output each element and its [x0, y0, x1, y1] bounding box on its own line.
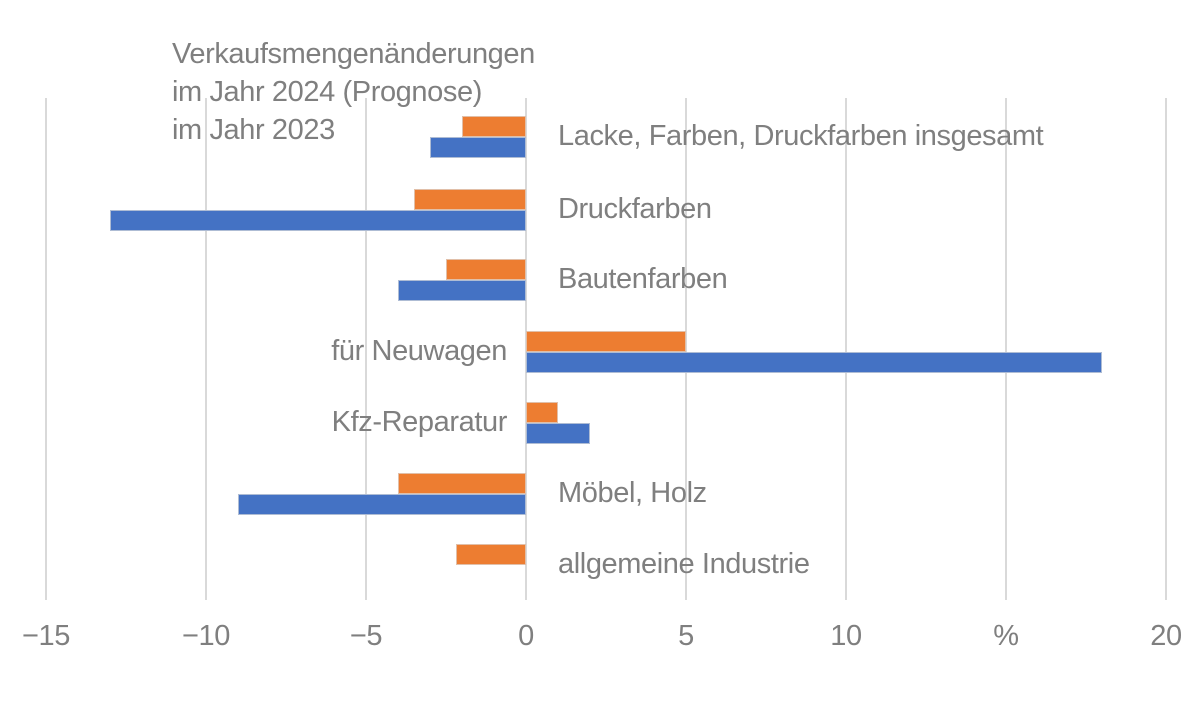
- bar-2023: [526, 423, 590, 444]
- bar-2023: [430, 137, 526, 158]
- category-label: Druckfarben: [558, 193, 712, 225]
- bar-2023: [238, 494, 526, 515]
- gridline: [1165, 98, 1167, 600]
- gridline: [685, 98, 687, 600]
- x-axis-tick-label: −15: [22, 620, 70, 652]
- bar-2024-prognose: [462, 116, 526, 137]
- gridline: [205, 98, 207, 600]
- gridline: [45, 98, 47, 600]
- gridline: [365, 98, 367, 600]
- category-label: allgemeine Industrie: [558, 548, 810, 580]
- gridline: [1005, 98, 1007, 600]
- x-axis-tick-label: 5: [678, 620, 694, 652]
- x-axis-tick-label: 20: [1150, 620, 1182, 652]
- bar-2024-prognose: [455, 544, 526, 565]
- bar-2023: [526, 352, 1102, 373]
- x-axis-tick-label: −10: [182, 620, 230, 652]
- legend-label-2024: im Jahr 2024 (Prognose): [172, 76, 482, 108]
- bar-2024-prognose: [526, 331, 686, 352]
- category-label: Möbel, Holz: [558, 477, 707, 509]
- category-label: für Neuwagen: [331, 335, 507, 367]
- category-label: Lacke, Farben, Druckfarben insgesamt: [558, 120, 1044, 152]
- category-label: Kfz-Reparatur: [331, 406, 508, 438]
- bar-2024-prognose: [446, 259, 526, 280]
- bar-2024-prognose: [526, 402, 558, 423]
- x-axis-tick-label: −5: [349, 620, 383, 652]
- x-axis-tick-label: 10: [830, 620, 862, 652]
- bar-2023: [398, 280, 526, 301]
- legend-label-2023: im Jahr 2023: [172, 114, 335, 146]
- category-label: Bautenfarben: [558, 263, 728, 295]
- gridline: [845, 98, 847, 600]
- x-axis-tick-label: %: [993, 620, 1019, 652]
- chart-title: Verkaufsmengenänderungen: [172, 38, 535, 70]
- x-axis-tick-label: 0: [518, 620, 534, 652]
- bar-2023: [110, 210, 526, 231]
- bar-2024-prognose: [398, 473, 526, 494]
- bar-2024-prognose: [414, 189, 526, 210]
